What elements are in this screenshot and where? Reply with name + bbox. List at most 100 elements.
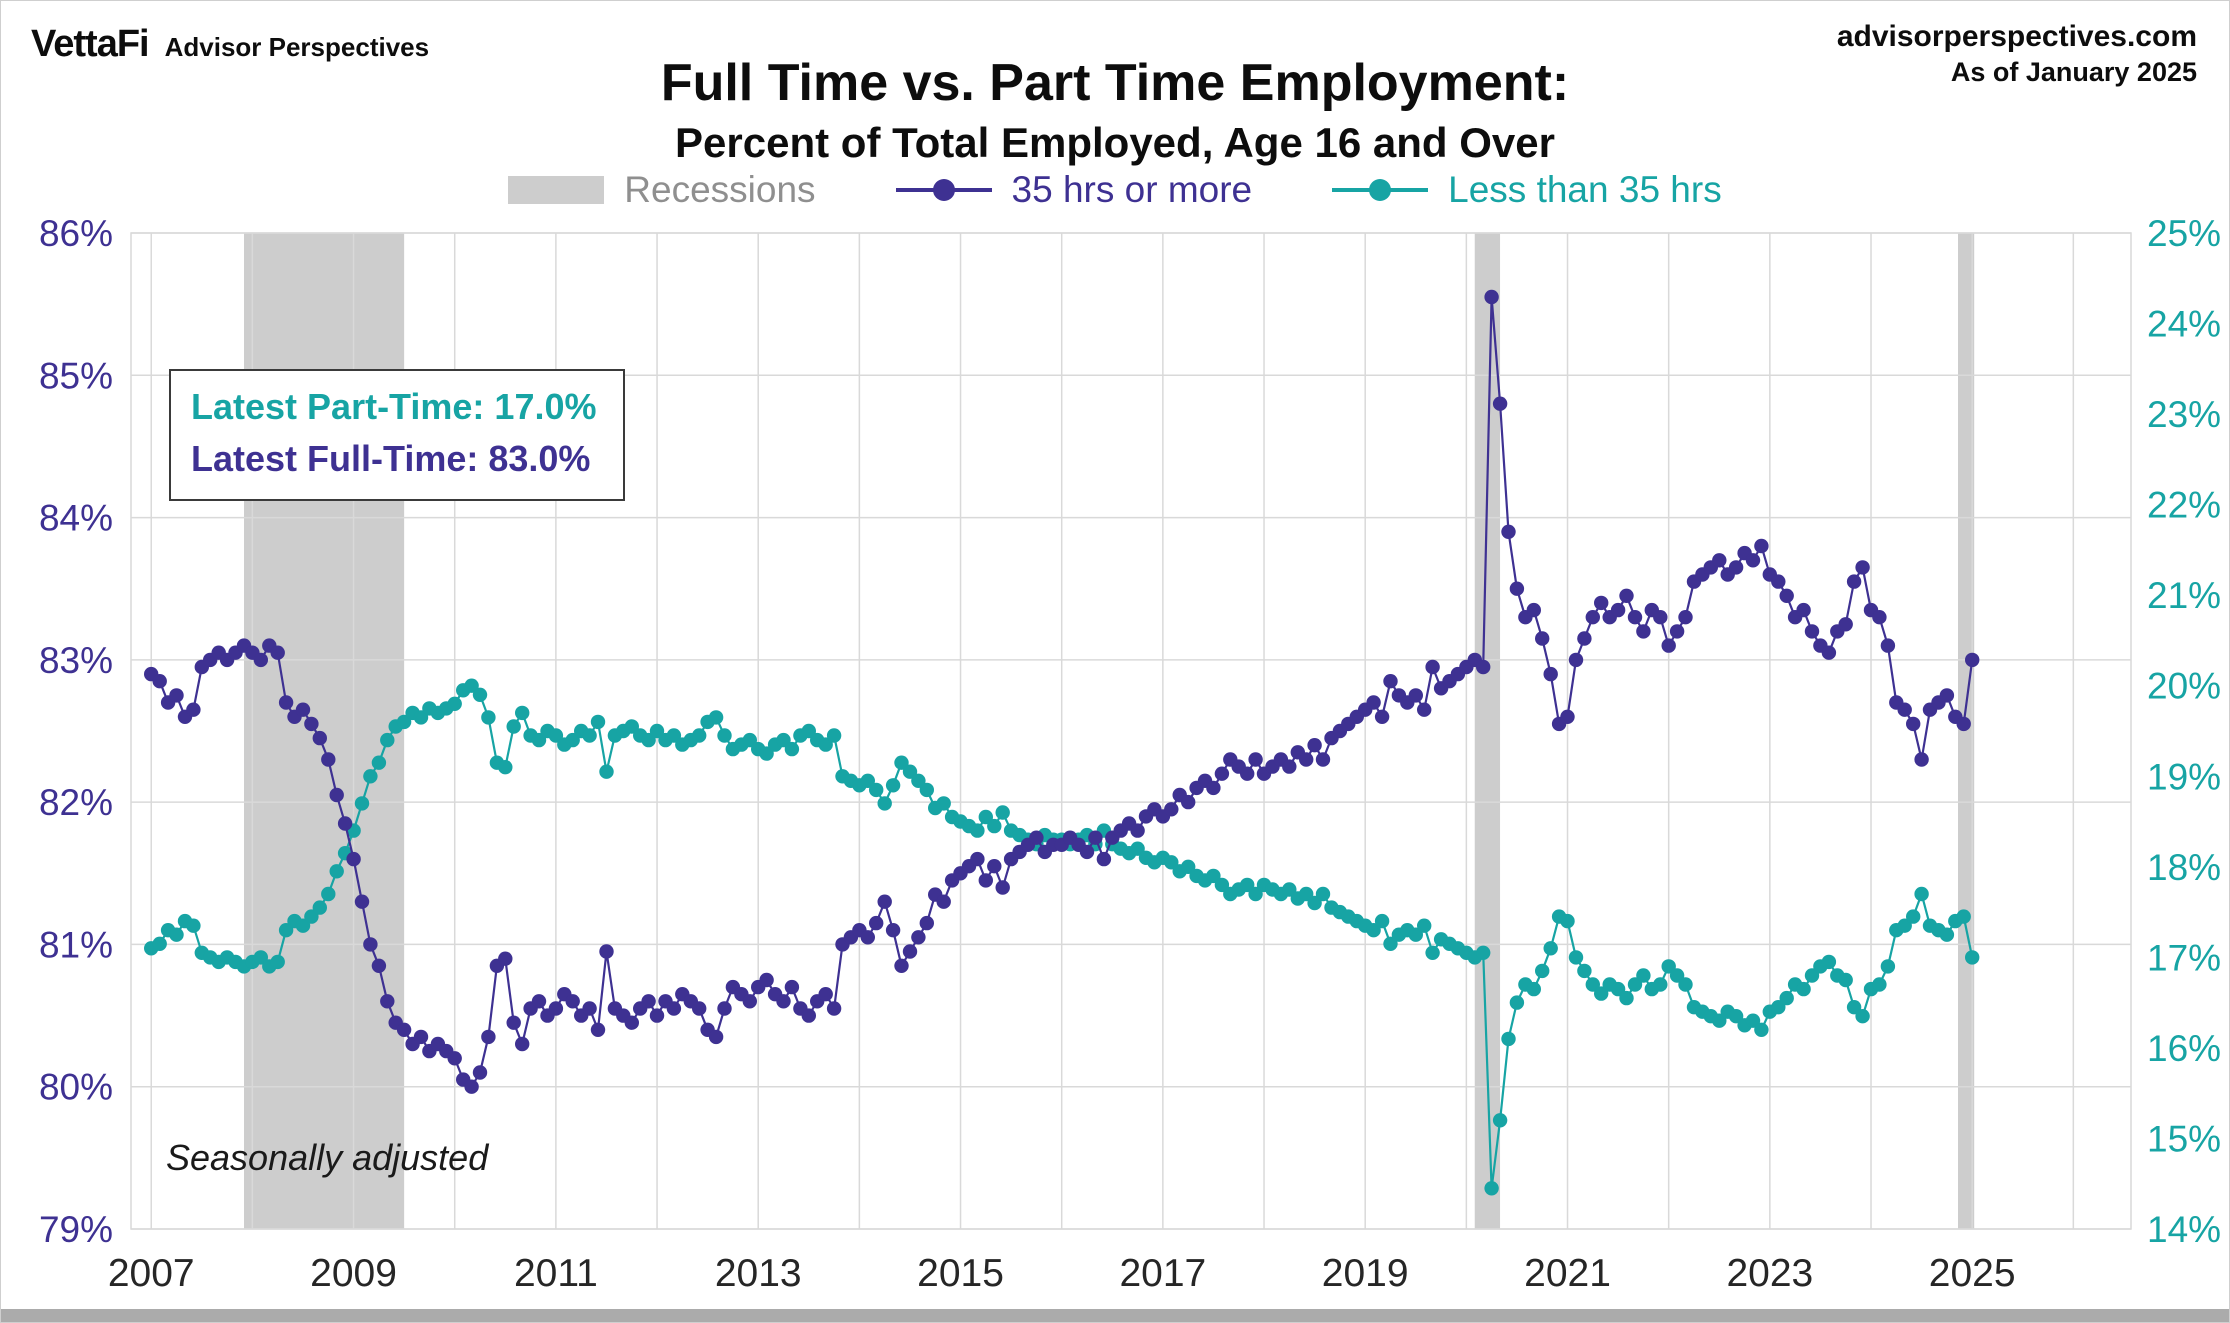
data-point-full-time (1577, 631, 1592, 646)
data-point-part-time (801, 723, 816, 739)
data-point-full-time (919, 915, 934, 931)
data-point-part-time (759, 746, 774, 761)
data-point-full-time (1484, 289, 1499, 305)
data-point-part-time (590, 714, 606, 730)
data-point-part-time (447, 696, 462, 711)
data-point-full-time (1661, 638, 1676, 653)
y-axis-label-right: 15% (2147, 1118, 2221, 1159)
y-axis-label-right: 20% (2147, 666, 2221, 707)
right-edge-band (1958, 233, 1975, 1229)
data-point-full-time (363, 937, 378, 952)
data-point-full-time (911, 930, 926, 945)
data-point-part-time (1299, 886, 1314, 902)
plot-border (130, 232, 2132, 1230)
x-axis-label: 2019 (1322, 1252, 1409, 1295)
data-point-part-time (708, 710, 724, 725)
latest-part-time-value: Latest Part-Time: 17.0% (191, 386, 597, 427)
data-point-part-time (1897, 918, 1912, 933)
data-point-part-time (885, 778, 901, 793)
part-time-dot-icon (1369, 179, 1392, 201)
data-point-full-time (1425, 659, 1440, 675)
data-point-full-time (1897, 702, 1912, 717)
data-point-part-time (312, 900, 327, 915)
data-point-full-time (312, 730, 327, 746)
logo-advisor-perspectives-text: Advisor Perspectives (164, 32, 430, 62)
data-point-part-time (1181, 859, 1196, 874)
data-point-full-time (1307, 738, 1322, 753)
data-point-part-time (826, 728, 842, 743)
data-point-full-time (590, 1022, 606, 1037)
data-point-full-time (472, 1065, 488, 1080)
data-point-full-time (1408, 688, 1424, 703)
data-point-part-time (329, 864, 344, 879)
latest-full-time-value: Latest Full-Time: 83.0% (191, 438, 591, 480)
data-point-full-time (641, 994, 656, 1009)
header-source: advisorperspectives.com As of January 20… (1837, 19, 2197, 90)
data-point-part-time (515, 705, 530, 721)
x-axis-label: 2007 (108, 1252, 195, 1295)
data-point-part-time (1610, 981, 1626, 997)
data-point-full-time (860, 930, 875, 945)
data-point-part-time (692, 728, 707, 743)
x-axis-label: 2011 (514, 1252, 598, 1295)
data-point-part-time (1366, 923, 1381, 938)
data-point-part-time (1771, 1000, 1786, 1015)
data-point-full-time (1939, 688, 1955, 703)
data-point-full-time (506, 1015, 521, 1030)
data-point-full-time (801, 1008, 816, 1023)
data-point-part-time (1779, 990, 1794, 1006)
data-point-part-time (1636, 968, 1651, 983)
data-point-part-time (1872, 977, 1887, 992)
data-point-part-time (1728, 1009, 1744, 1024)
y-axis-label-right: 22% (2147, 485, 2221, 526)
data-point-part-time (321, 886, 336, 902)
data-point-full-time (826, 1001, 842, 1016)
data-point-full-time (396, 1022, 412, 1037)
data-point-full-time (1501, 524, 1516, 539)
data-point-full-time (776, 994, 791, 1009)
x-axis-label: 2015 (917, 1252, 1004, 1295)
data-point-full-time (1627, 610, 1643, 625)
data-point-full-time (321, 752, 336, 767)
legend-item-recessions: Recessions (508, 169, 816, 211)
data-point-part-time (1492, 1113, 1508, 1128)
data-point-part-time (1821, 954, 1837, 970)
data-point-part-time (599, 764, 614, 779)
vettafi-logo: VettaFi Advisor Perspectives (31, 23, 429, 66)
data-point-full-time (1417, 702, 1432, 717)
data-point-full-time (1821, 645, 1837, 660)
data-point-part-time (911, 773, 926, 788)
data-point-full-time (152, 674, 167, 689)
data-point-full-time (970, 851, 985, 867)
bottom-bar (1, 1309, 2229, 1322)
data-point-part-time (877, 796, 892, 811)
data-point-full-time (1872, 610, 1887, 625)
data-point-full-time (582, 1001, 597, 1016)
data-point-part-time (1568, 950, 1584, 965)
x-axis-label: 2021 (1524, 1252, 1611, 1295)
seasonally-adjusted-note: Seasonally adjusted (166, 1137, 489, 1178)
data-point-part-time (978, 809, 993, 825)
data-point-full-time (784, 979, 800, 995)
data-point-part-time (784, 741, 800, 757)
data-point-part-time (936, 796, 951, 811)
data-point-part-time (363, 769, 378, 784)
data-point-part-time (902, 764, 918, 779)
data-point-part-time (1838, 972, 1853, 988)
data-point-part-time (776, 732, 791, 748)
data-point-part-time (1678, 977, 1693, 992)
data-point-full-time (295, 702, 311, 717)
data-point-full-time (1906, 716, 1921, 732)
legend-item-full-time: 35 hrs or more (895, 169, 1252, 211)
y-axis-label-left: 81% (39, 924, 113, 965)
data-point-full-time (1594, 595, 1609, 611)
data-point-part-time (1745, 1013, 1761, 1028)
data-point-full-time (1846, 574, 1862, 589)
data-point-part-time (1880, 959, 1896, 974)
data-point-part-time (1130, 841, 1145, 856)
data-point-full-time (1956, 716, 1971, 732)
data-point-part-time (498, 760, 513, 775)
data-point-part-time (818, 737, 833, 752)
data-point-full-time (1535, 631, 1550, 646)
